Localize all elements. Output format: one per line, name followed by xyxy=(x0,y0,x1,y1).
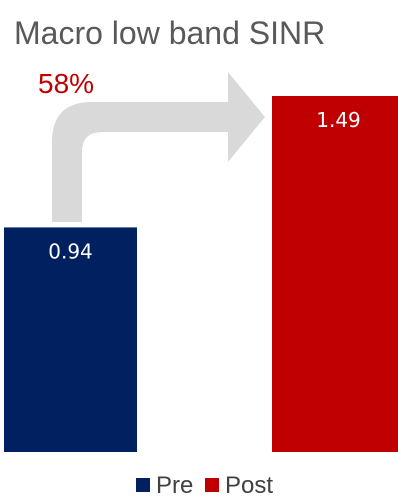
chart-title: Macro low band SINR xyxy=(14,15,325,51)
bars xyxy=(4,96,398,452)
legend-label-pre: Pre xyxy=(156,472,193,498)
legend-swatch-pre xyxy=(136,478,150,492)
value-label-post: 1.49 xyxy=(316,108,361,132)
legend-swatch-post xyxy=(205,478,219,492)
legend-label-post: Post xyxy=(225,472,273,498)
bar-pre xyxy=(4,227,137,452)
value-labels: 0.94 1.49 xyxy=(48,108,361,263)
bar-post xyxy=(272,96,398,452)
growth-arrow-icon xyxy=(52,72,265,222)
change-annotation: 58% xyxy=(38,68,94,99)
legend: Pre Post xyxy=(136,472,273,498)
value-label-pre: 0.94 xyxy=(48,239,93,263)
